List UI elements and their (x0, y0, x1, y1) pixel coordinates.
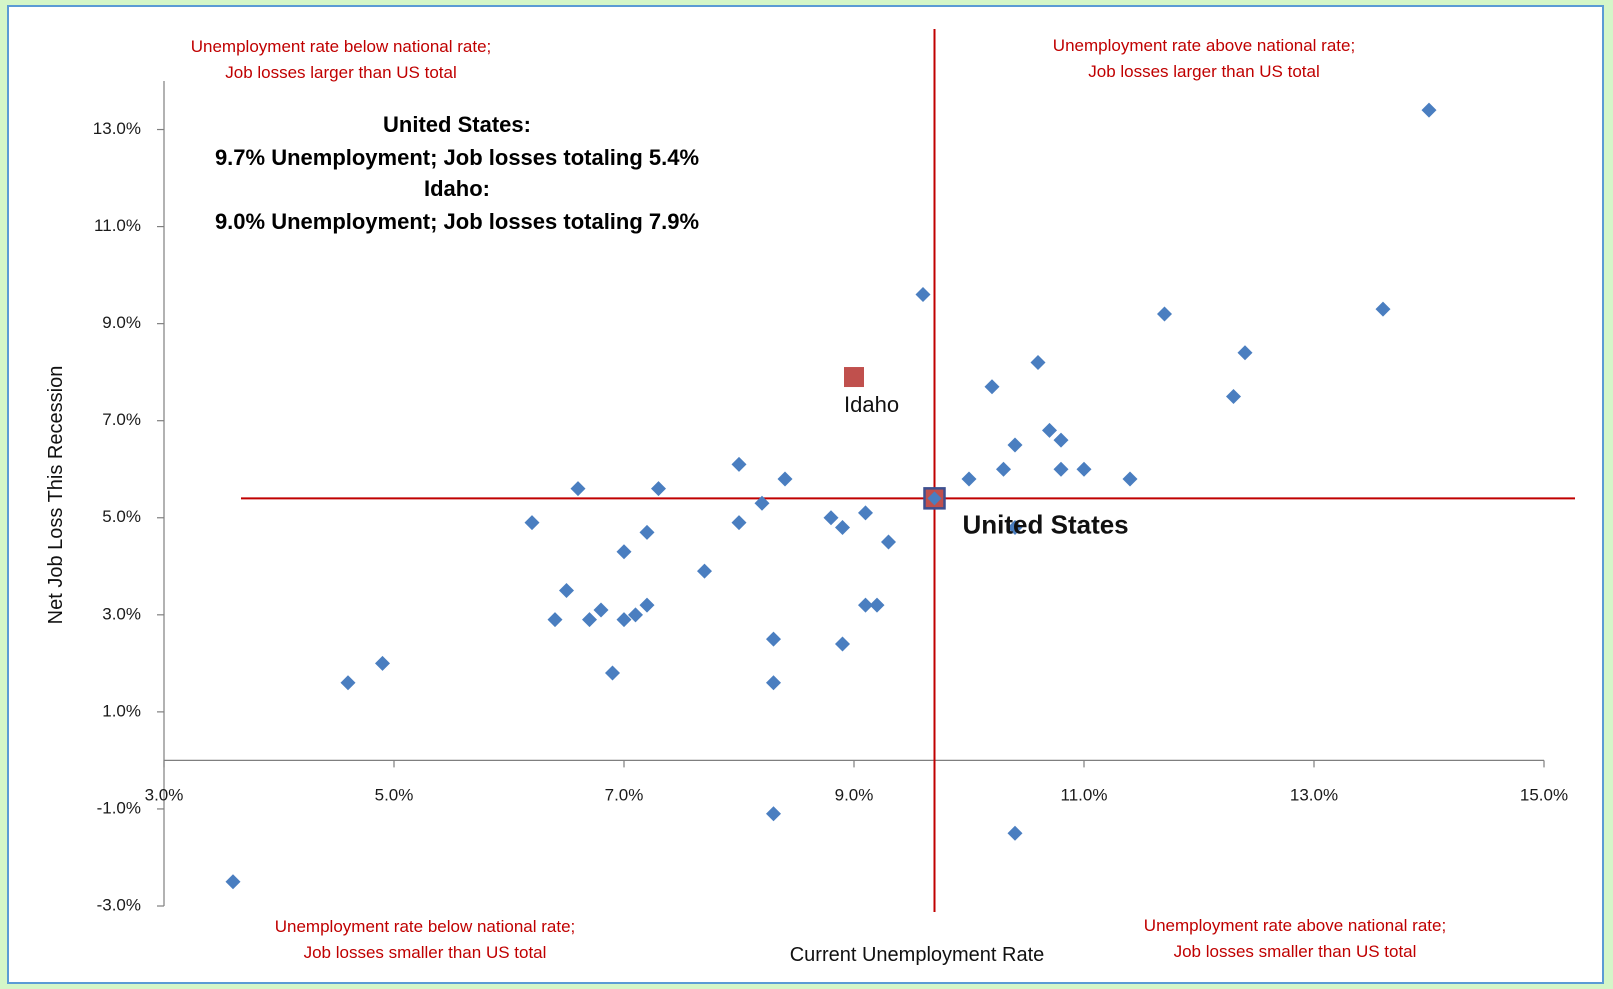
state-point (639, 524, 655, 540)
quadrant-bottom-left-line1: Unemployment rate below national rate; (275, 917, 576, 936)
state-point (858, 505, 873, 521)
quadrant-bottom-right-line2: Job losses smaller than US total (1174, 942, 1417, 961)
state-point (570, 481, 586, 497)
state-point (915, 287, 931, 303)
reference-lines (241, 29, 1575, 912)
state-point (731, 456, 747, 472)
state-point (559, 583, 574, 599)
state-point (881, 534, 896, 550)
quadrant-bottom-right-line1: Unemployment rate above national rate; (1144, 916, 1446, 935)
state-point (1053, 432, 1069, 448)
state-point (1421, 102, 1437, 118)
data-points (225, 102, 1437, 890)
x-tick-label: 9.0% (835, 785, 874, 804)
y-tick-label: 5.0% (102, 507, 141, 526)
state-point (835, 519, 850, 535)
summary-us-detail: 9.7% Unemployment; Job losses totaling 5… (215, 145, 699, 170)
y-tick-label: 13.0% (93, 119, 141, 138)
state-point (1122, 471, 1138, 487)
state-point (984, 379, 1000, 395)
state-point (858, 597, 873, 613)
state-point (1375, 301, 1391, 317)
state-point (823, 510, 839, 526)
state-point (1237, 345, 1253, 361)
state-point (1226, 388, 1241, 404)
summary-idaho-heading: Idaho: (424, 176, 490, 201)
us-label: United States (963, 509, 1129, 539)
state-point (639, 597, 655, 613)
state-point (1007, 437, 1023, 453)
state-point (777, 471, 793, 487)
state-point (616, 612, 632, 628)
y-tick-label: -3.0% (97, 895, 141, 914)
state-point (1157, 306, 1172, 322)
state-point (1053, 461, 1069, 477)
state-point (593, 602, 609, 618)
state-point (731, 515, 747, 531)
x-tick-label: 7.0% (605, 785, 644, 804)
y-tick-label: 3.0% (102, 604, 141, 623)
state-point (869, 597, 885, 613)
y-tick-label: 9.0% (102, 313, 141, 332)
x-tick-label: 15.0% (1520, 785, 1568, 804)
state-point (616, 544, 632, 560)
state-point (754, 495, 770, 511)
highlight-points: Idaho United States (844, 367, 1129, 539)
x-tick-label: 13.0% (1290, 785, 1338, 804)
state-point (1076, 461, 1092, 477)
y-tick-label: 11.0% (94, 216, 141, 235)
state-point (996, 461, 1011, 477)
quadrant-top-left-line2: Job losses larger than US total (225, 63, 457, 82)
y-tick-label: -1.0% (97, 798, 141, 817)
state-point (1042, 422, 1057, 438)
state-point (524, 515, 540, 531)
state-point (547, 612, 563, 628)
state-point (1007, 519, 1023, 535)
summary-us-heading: United States: (383, 112, 531, 137)
state-point (340, 675, 356, 691)
state-point (582, 612, 597, 628)
state-point (766, 806, 781, 822)
state-point (1007, 825, 1023, 841)
quadrant-top-right-line2: Job losses larger than US total (1088, 62, 1320, 81)
us-point-inner-marker (927, 491, 942, 506)
idaho-point (844, 367, 864, 388)
state-point (835, 636, 850, 652)
summary-idaho-detail: 9.0% Unemployment; Job losses totaling 7… (215, 209, 699, 234)
x-tick-label: 11.0% (1061, 785, 1108, 804)
state-point (628, 607, 643, 623)
state-point (961, 471, 977, 487)
state-point (375, 655, 390, 671)
y-tick-label: 1.0% (102, 701, 141, 720)
state-point (1030, 354, 1046, 370)
idaho-label: Idaho (844, 392, 899, 417)
quadrant-top-right-line1: Unemployment rate above national rate; (1053, 36, 1355, 55)
state-point (766, 675, 781, 691)
x-axis-title: Current Unemployment Rate (790, 944, 1045, 966)
axes-layer: 13.0% 11.0% 9.0% 7.0% 5.0% 3.0% 1.0% -1.0% -3.0%… (93, 81, 1568, 914)
state-point (225, 874, 241, 890)
quadrant-top-left-line1: Unemployment rate below national rate; (191, 37, 492, 56)
chart-frame (7, 5, 1604, 984)
state-point (605, 665, 620, 681)
quadrant-bottom-left-line2: Job losses smaller than US total (304, 943, 547, 962)
x-tick-label: 3.0% (145, 785, 184, 804)
state-point (651, 481, 666, 497)
state-point (766, 631, 781, 647)
y-axis-title: Net Job Loss This Recession (45, 366, 67, 625)
y-tick-label: 7.0% (102, 410, 141, 429)
state-point (697, 563, 712, 579)
x-tick-label: 5.0% (375, 785, 414, 804)
